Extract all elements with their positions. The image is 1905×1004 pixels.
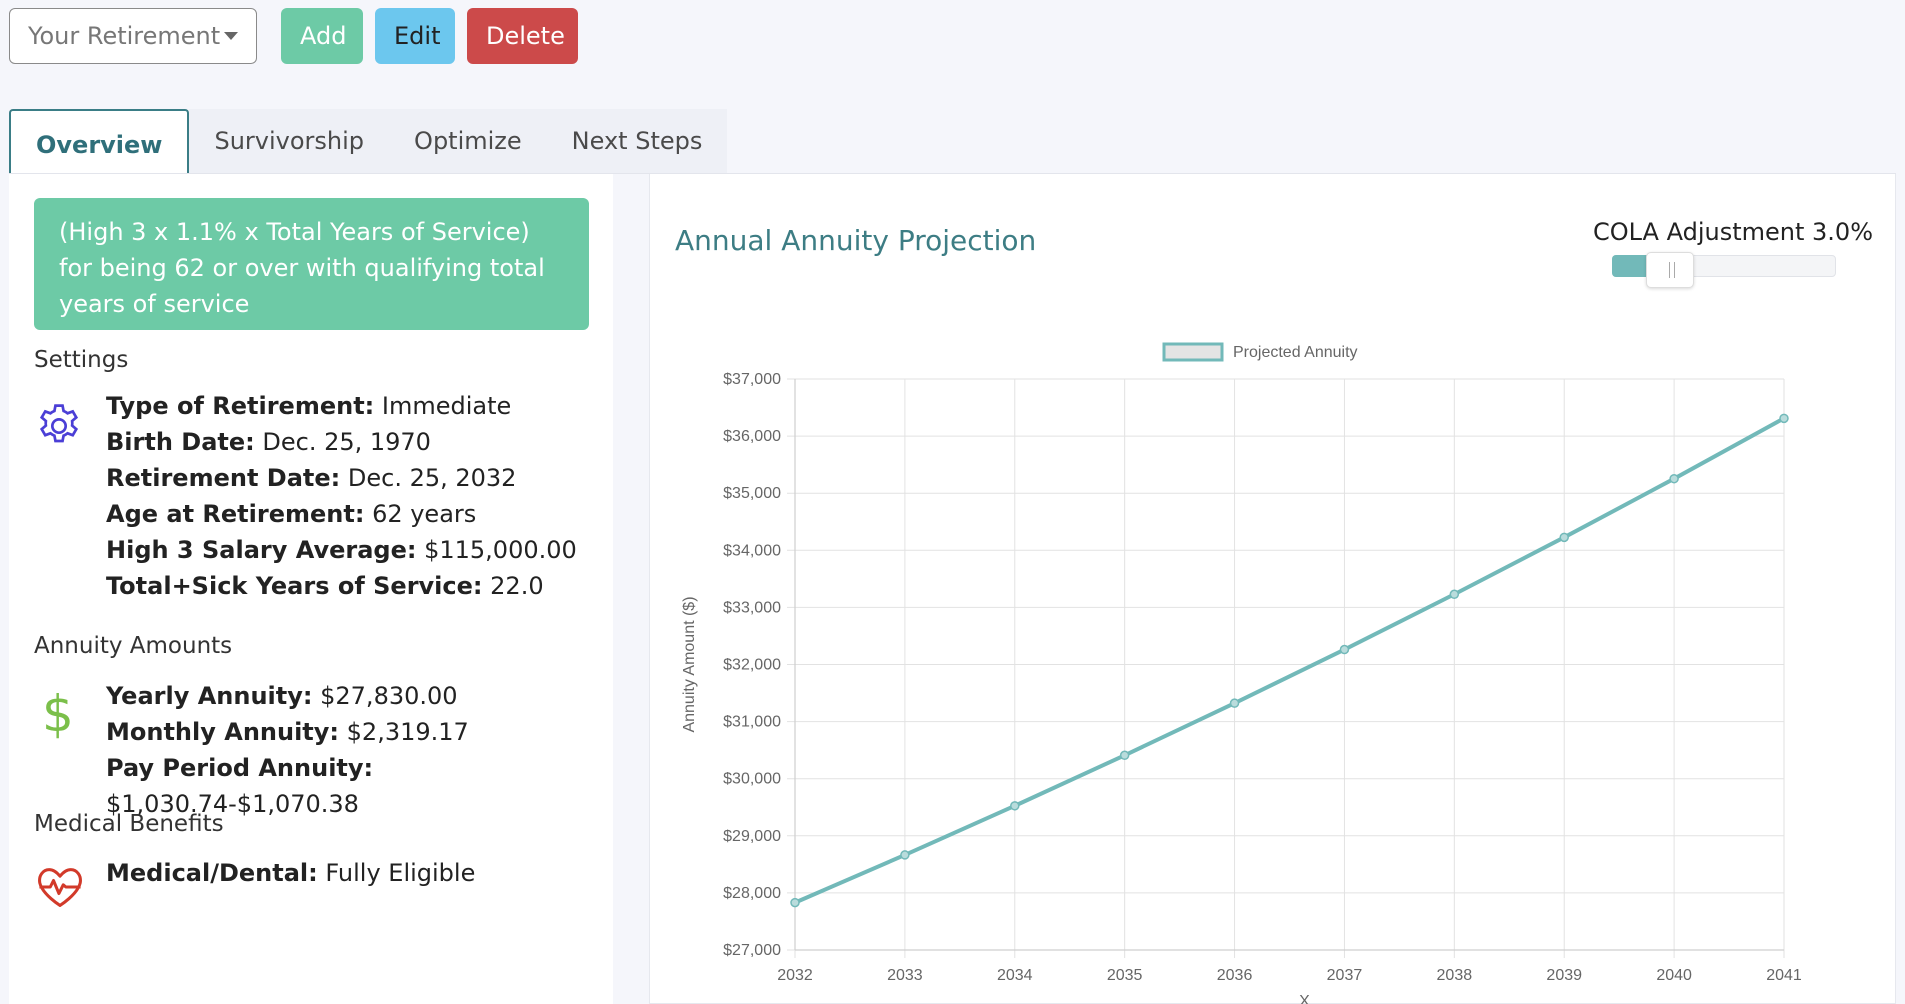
x-tick-label: 2037 [1327, 967, 1363, 984]
setting-row-retirement-date: Retirement Date: Dec. 25, 2032 [106, 464, 517, 492]
x-tick-label: 2032 [777, 967, 813, 984]
y-tick-label: $36,000 [723, 428, 781, 445]
data-point [1559, 532, 1569, 543]
y-tick-label: $33,000 [723, 599, 781, 616]
tab-optimize[interactable]: Optimize [389, 109, 547, 173]
setting-row-age: Age at Retirement: 62 years [106, 500, 477, 528]
setting-row-high3: High 3 Salary Average: $115,000.00 [106, 536, 577, 564]
setting-row-birth-date: Birth Date: Dec. 25, 1970 [106, 428, 431, 456]
toolbar: Your Retirement Add Edit Delete [9, 8, 578, 64]
edit-button[interactable]: Edit [375, 8, 455, 64]
data-point [1229, 698, 1240, 708]
y-tick-label: $35,000 [723, 485, 781, 502]
annuity-line-chart: $27,000 $28,000 $29,000 $30,000 $31,000 $32,0… [681, 342, 1802, 1004]
y-tick-label: $30,000 [723, 771, 781, 788]
chart-title: Annual Annuity Projection [675, 224, 1037, 257]
data-point [1449, 589, 1460, 600]
legend-swatch [1162, 342, 1224, 362]
dollar-icon: $ [42, 685, 74, 743]
tab-next-steps[interactable]: Next Steps [546, 109, 728, 173]
formula-banner: (High 3 x 1.1% x Total Years of Service)… [34, 198, 589, 330]
settings-list: Type of Retirement: Immediate Birth Date… [106, 388, 577, 604]
tab-overview[interactable]: Overview [9, 109, 190, 175]
medical-title: Medical Benefits [34, 811, 224, 837]
annuity-row-yearly: Yearly Annuity: $27,830.00 [106, 682, 458, 710]
medical-row-dental: Medical/Dental: Fully Eligible [106, 859, 476, 887]
x-axis-label: X [1299, 993, 1310, 1004]
add-button[interactable]: Add [281, 8, 363, 64]
medical-list: Medical/Dental: Fully Eligible [106, 855, 475, 891]
heart-pulse-icon [38, 868, 82, 907]
data-point [1779, 413, 1789, 424]
y-tick-label: $28,000 [723, 885, 781, 902]
svg-text:$: $ [42, 685, 74, 743]
y-tick-label: $31,000 [723, 714, 781, 731]
x-tick-label: 2036 [1217, 967, 1253, 984]
settings-title: Settings [34, 347, 129, 373]
data-point [1119, 750, 1130, 761]
annuity-list: Yearly Annuity: $27,830.00 Monthly Annui… [106, 678, 613, 822]
retirement-select[interactable]: Your Retirement [9, 8, 257, 64]
chart-panel: Annual Annuity Projection COLA Adjustmen… [649, 173, 1896, 1004]
annuity-row-pay-period: Pay Period Annuity: $1,030.74-$1,070.38 [106, 754, 374, 818]
tab-bar: Overview Survivorship Optimize Next Step… [9, 109, 728, 175]
annuity-row-monthly: Monthly Annuity: $2,319.17 [106, 718, 469, 746]
cola-slider-thumb[interactable] [1645, 252, 1694, 288]
data-point [1339, 644, 1350, 655]
data-point [790, 897, 800, 908]
cola-label: COLA Adjustment 3.0% [1592, 218, 1873, 246]
y-tick-label: $29,000 [723, 828, 781, 845]
caret-down-icon [224, 32, 238, 40]
x-tick-label: 2038 [1437, 967, 1473, 984]
overview-panel: (High 3 x 1.1% x Total Years of Service)… [9, 173, 613, 1004]
data-point [900, 850, 910, 860]
data-point [1010, 801, 1020, 811]
setting-row-type: Type of Retirement: Immediate [106, 392, 512, 420]
x-tick-label: 2040 [1656, 967, 1692, 984]
x-tick-label: 2041 [1766, 967, 1802, 984]
annuity-title: Annuity Amounts [34, 633, 233, 659]
y-tick-label: $32,000 [723, 657, 781, 674]
legend-label: Projected Annuity [1233, 344, 1358, 361]
y-axis-label: Annuity Amount ($) [681, 596, 698, 732]
series-line-projected-annuity [794, 416, 1785, 905]
setting-row-service: Total+Sick Years of Service: 22.0 [106, 572, 544, 600]
y-tick-label: $37,000 [723, 371, 781, 388]
tab-survivorship[interactable]: Survivorship [189, 109, 390, 173]
x-tick-label: 2039 [1546, 967, 1582, 984]
y-tick-label: $34,000 [723, 542, 781, 559]
y-tick-label: $27,000 [723, 942, 781, 959]
data-point [1669, 473, 1679, 484]
delete-button[interactable]: Delete [467, 8, 578, 64]
x-tick-label: 2035 [1107, 967, 1143, 984]
retirement-select-value: Your Retirement [28, 22, 221, 50]
gear-icon [39, 404, 79, 443]
x-tick-label: 2034 [997, 967, 1033, 984]
cola-slider[interactable] [1612, 252, 1836, 288]
x-tick-label: 2033 [887, 967, 923, 984]
tab-divider [9, 173, 1896, 174]
